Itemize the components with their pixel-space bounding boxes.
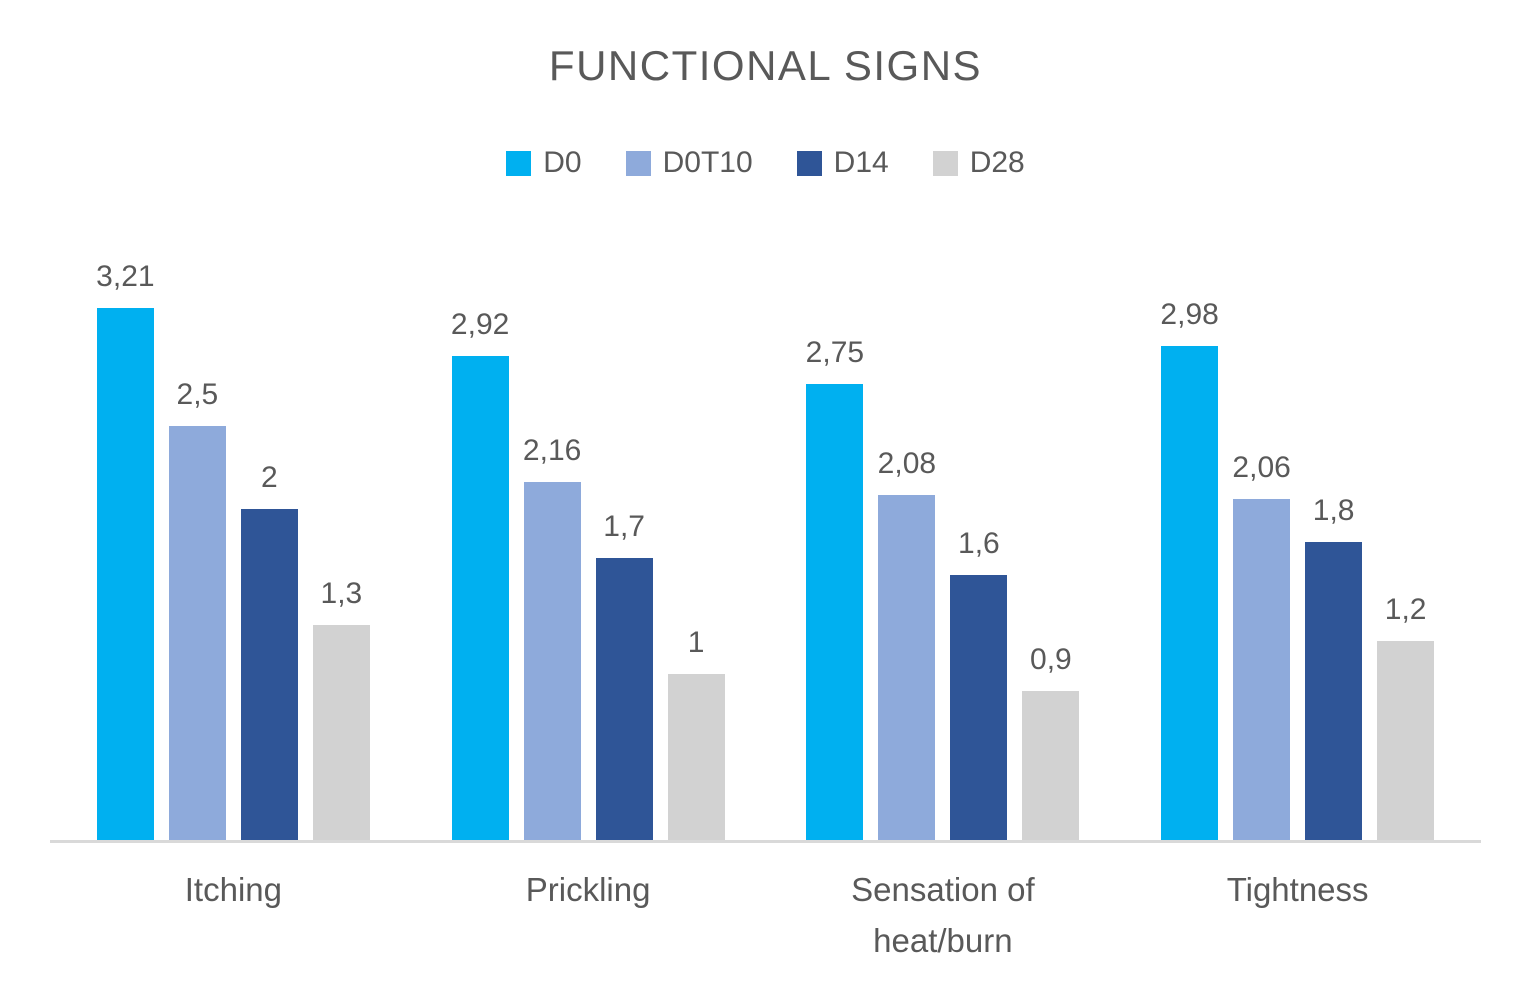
- category-label-text: Tightness: [1226, 871, 1369, 908]
- bar-value-label: 1,8: [1312, 493, 1355, 527]
- category-label: Itching: [56, 864, 411, 966]
- bar-d0-2: 2,92: [451, 308, 509, 840]
- legend-swatch-icon: [932, 150, 958, 176]
- bar-group: 3,21 2,5 2 1,3: [56, 260, 411, 840]
- plot-area: 3,21 2,5 2 1,3 2,92 2,16 1,7 1 2,75 2,08 1,6 0,9 2,9…: [50, 260, 1481, 959]
- bar-d0-4: 2,98: [1160, 298, 1219, 840]
- bar-group: 2,98 2,06 1,8 1,2: [1120, 260, 1475, 840]
- bar-groups: 3,21 2,5 2 1,3 2,92 2,16 1,7 1 2,75 2,08 1,6 0,9 2,9…: [56, 260, 1475, 840]
- bar-d28-1: 1,3: [312, 577, 370, 840]
- bar-d14-1: 2: [240, 461, 298, 840]
- bar-value-label: 2,06: [1232, 450, 1291, 484]
- legend-item-d14: D14: [796, 146, 889, 180]
- category-label: Tightness: [1120, 864, 1475, 966]
- legend-label: D0: [543, 146, 582, 179]
- bar-value-label: 2,98: [1160, 298, 1219, 332]
- category-label-text: Sensation of heat/burn: [851, 871, 1035, 960]
- bar-value-label: 2: [261, 460, 278, 494]
- legend-swatch-icon: [506, 150, 532, 176]
- chart-title: FUNCTIONAL SIGNS: [548, 42, 983, 89]
- bar-group: 2,75 2,08 1,6 0,9: [766, 260, 1121, 840]
- legend-item-d0: D0: [506, 146, 582, 180]
- category-label: Sensation of heat/burn: [766, 864, 1121, 966]
- bar-d0t10-4: 2,06: [1232, 451, 1291, 840]
- bar-d14-4: 1,8: [1305, 494, 1363, 840]
- legend: D0 D0T10 D14 D28: [0, 146, 1531, 180]
- legend-label: D0T10: [662, 146, 753, 179]
- legend-swatch-icon: [796, 150, 822, 176]
- bar-value-label: 1: [687, 626, 705, 660]
- bar-d14-2: 1,7: [595, 510, 653, 840]
- bar-d28-2: 1: [667, 626, 725, 840]
- bar-value-label: 2,08: [877, 447, 937, 481]
- x-axis-line: [50, 840, 1481, 843]
- bar-value-label: 1,2: [1384, 593, 1427, 627]
- bar-d14-3: 1,6: [950, 527, 1008, 840]
- bar-value-label: 1,6: [958, 526, 1000, 560]
- bar-d28-4: 1,2: [1377, 593, 1435, 840]
- bar-group: 2,92 2,16 1,7 1: [411, 260, 766, 840]
- legend-item-d0t10: D0T10: [625, 146, 753, 180]
- bar-value-label: 2,5: [176, 377, 219, 411]
- category-label: Prickling: [411, 864, 766, 966]
- bar-d28-3: 0,9: [1022, 643, 1080, 840]
- category-label-text: Prickling: [525, 871, 651, 908]
- bar-d0t10-2: 2,16: [523, 434, 581, 840]
- legend-swatch-icon: [625, 150, 651, 176]
- bar-value-label: 2,75: [805, 336, 865, 370]
- category-label-text: Itching: [184, 871, 282, 908]
- bar-d0t10-1: 2,5: [168, 378, 226, 840]
- bar-d0t10-3: 2,08: [878, 447, 936, 840]
- legend-label: D14: [833, 146, 889, 179]
- bar-value-label: 2,92: [450, 308, 510, 342]
- bar-d0-1: 3,21: [96, 260, 155, 840]
- bar-d0-3: 2,75: [806, 336, 864, 840]
- bar-value-label: 1,7: [603, 510, 645, 544]
- category-axis-labels: Itching Prickling Sensation of heat/burn Ti…: [56, 864, 1475, 966]
- bar-value-label: 3,21: [96, 260, 155, 294]
- legend-item-d28: D28: [932, 146, 1025, 180]
- legend-label: D28: [969, 146, 1025, 179]
- bar-value-label: 1,3: [320, 576, 363, 610]
- bar-value-label: 0,9: [1030, 642, 1072, 676]
- bar-value-label: 2,16: [522, 434, 582, 468]
